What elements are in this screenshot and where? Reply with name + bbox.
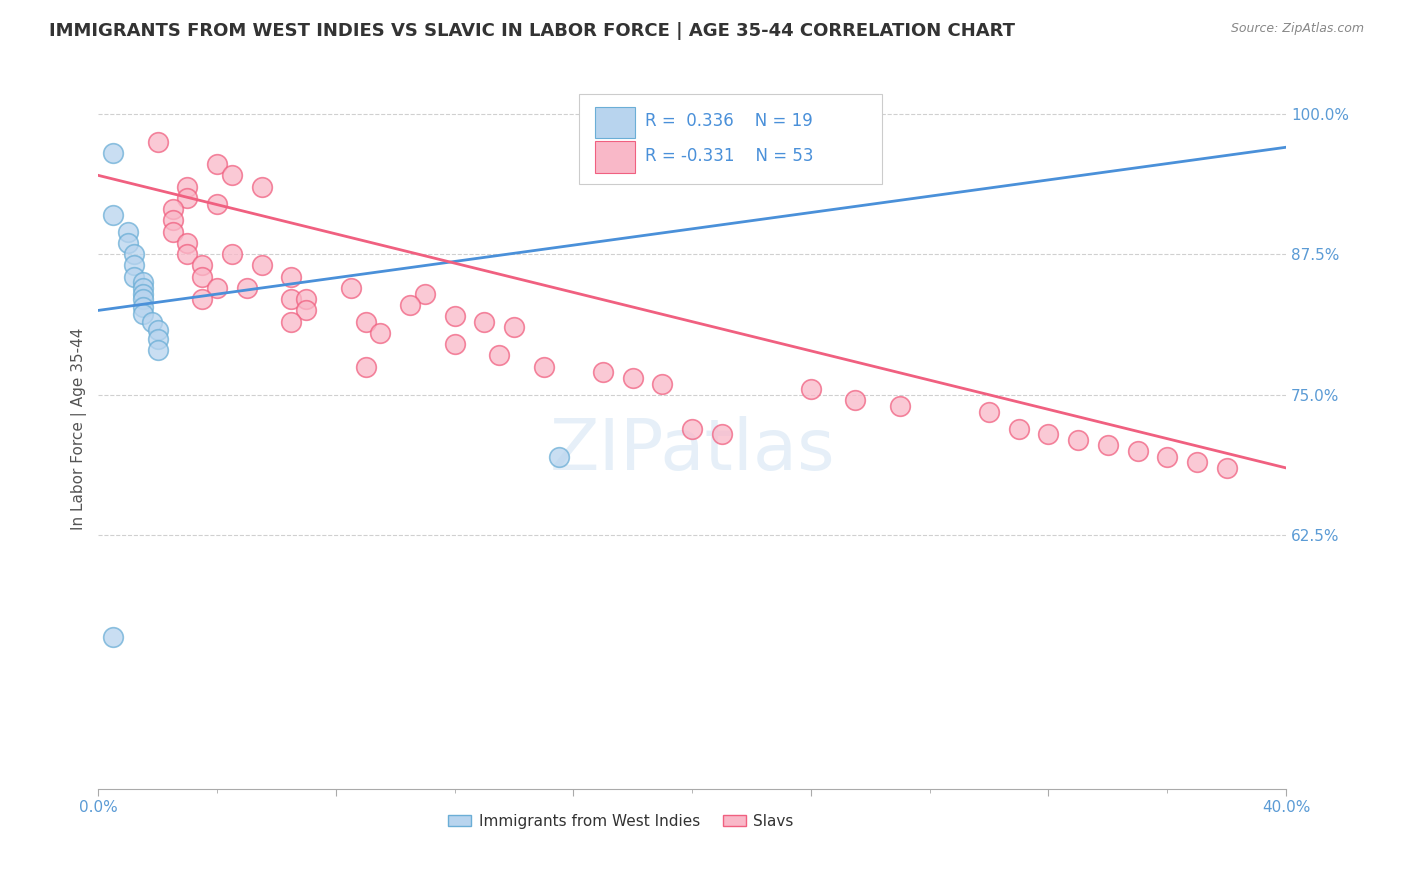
- Point: [132, 286, 155, 301]
- Point: [146, 322, 169, 336]
- Point: [844, 393, 866, 408]
- Point: [146, 135, 169, 149]
- Point: [977, 404, 1000, 418]
- Point: [1097, 438, 1119, 452]
- Point: [132, 300, 155, 314]
- Point: [122, 259, 145, 273]
- Point: [1126, 444, 1149, 458]
- Point: [176, 235, 198, 250]
- Point: [176, 247, 198, 261]
- Point: [503, 320, 526, 334]
- Point: [354, 315, 377, 329]
- Point: [800, 382, 823, 396]
- Point: [280, 292, 302, 306]
- Text: R = -0.331    N = 53: R = -0.331 N = 53: [644, 146, 813, 165]
- Point: [443, 309, 465, 323]
- Point: [146, 343, 169, 357]
- Point: [191, 292, 214, 306]
- FancyBboxPatch shape: [579, 94, 882, 184]
- Point: [472, 315, 495, 329]
- Point: [122, 247, 145, 261]
- Point: [250, 179, 273, 194]
- Point: [162, 225, 184, 239]
- Point: [1215, 461, 1237, 475]
- Point: [117, 225, 139, 239]
- Point: [205, 157, 228, 171]
- Point: [280, 269, 302, 284]
- Point: [889, 399, 911, 413]
- Point: [413, 286, 436, 301]
- Point: [103, 208, 125, 222]
- Point: [1008, 421, 1031, 435]
- Point: [295, 292, 318, 306]
- Point: [354, 359, 377, 374]
- Point: [339, 281, 361, 295]
- Point: [146, 332, 169, 346]
- Point: [122, 269, 145, 284]
- Point: [443, 337, 465, 351]
- Point: [191, 259, 214, 273]
- Point: [621, 371, 644, 385]
- Point: [370, 326, 392, 340]
- Point: [399, 298, 422, 312]
- Point: [1038, 427, 1060, 442]
- Point: [117, 235, 139, 250]
- Text: ZIPatlas: ZIPatlas: [550, 416, 835, 484]
- Point: [295, 303, 318, 318]
- Point: [710, 427, 733, 442]
- Text: Source: ZipAtlas.com: Source: ZipAtlas.com: [1230, 22, 1364, 36]
- Text: R =  0.336    N = 19: R = 0.336 N = 19: [644, 112, 813, 130]
- Point: [191, 269, 214, 284]
- Point: [162, 213, 184, 227]
- Point: [176, 191, 198, 205]
- Point: [236, 281, 259, 295]
- Point: [250, 259, 273, 273]
- FancyBboxPatch shape: [595, 141, 636, 173]
- Point: [280, 315, 302, 329]
- Point: [1185, 455, 1208, 469]
- Point: [221, 247, 243, 261]
- Point: [1067, 433, 1090, 447]
- Point: [141, 315, 163, 329]
- Point: [681, 421, 703, 435]
- Text: IMMIGRANTS FROM WEST INDIES VS SLAVIC IN LABOR FORCE | AGE 35-44 CORRELATION CHA: IMMIGRANTS FROM WEST INDIES VS SLAVIC IN…: [49, 22, 1015, 40]
- FancyBboxPatch shape: [595, 107, 636, 138]
- Point: [651, 376, 673, 391]
- Point: [1156, 450, 1178, 464]
- Point: [592, 365, 614, 379]
- Point: [176, 179, 198, 194]
- Point: [547, 450, 569, 464]
- Y-axis label: In Labor Force | Age 35-44: In Labor Force | Age 35-44: [72, 327, 87, 530]
- Point: [221, 169, 243, 183]
- Point: [103, 145, 125, 160]
- Point: [533, 359, 555, 374]
- Point: [205, 196, 228, 211]
- Point: [132, 292, 155, 306]
- Point: [132, 281, 155, 295]
- Legend: Immigrants from West Indies, Slavs: Immigrants from West Indies, Slavs: [441, 807, 800, 835]
- Point: [132, 307, 155, 321]
- Point: [103, 630, 125, 644]
- Point: [132, 275, 155, 289]
- Point: [162, 202, 184, 216]
- Point: [205, 281, 228, 295]
- Point: [488, 348, 510, 362]
